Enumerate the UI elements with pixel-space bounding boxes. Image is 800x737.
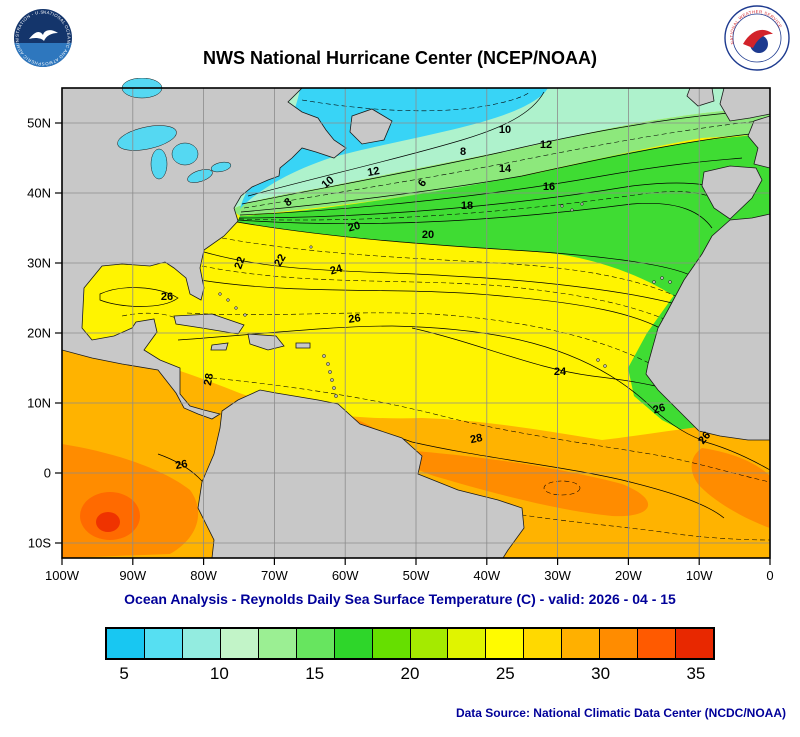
- contour-label: 14: [499, 163, 512, 175]
- africa-land: [645, 213, 771, 441]
- lon-tick-label: 40W: [473, 568, 500, 583]
- contour-label: 24: [329, 262, 345, 277]
- contour-label: 26: [652, 402, 667, 417]
- axis-tickmarks: [55, 122, 771, 565]
- noaa-logo: NATIONAL OCEANIC AND ATMOSPHERIC ADMINIS…: [11, 6, 75, 70]
- colorbar-tick-labels: 5 10 15 20 25 30 35: [0, 664, 800, 686]
- colorbar-tick-label: 15: [305, 664, 325, 683]
- lon-tick-label: 0: [766, 568, 773, 583]
- contour-label: 20: [422, 229, 434, 241]
- lat-tick-label: 0: [44, 466, 51, 481]
- contour-label: 26: [161, 291, 173, 303]
- colorbar-tick-label: 20: [400, 664, 420, 683]
- colorbar-tick-label: 30: [591, 664, 611, 683]
- small-islands: [218, 202, 672, 398]
- nws-bird-icon: [743, 29, 773, 48]
- contour-label: 24: [554, 366, 567, 378]
- south-america-land: [197, 389, 525, 559]
- colorbar-cell: [107, 629, 145, 658]
- colorbar-tick-label: 35: [686, 664, 706, 683]
- lon-tick-label: 100W: [45, 568, 80, 583]
- lon-tick-label: 70W: [261, 568, 288, 583]
- lon-tick-label: 50W: [403, 568, 430, 583]
- colorbar-cell: [372, 629, 411, 658]
- nws-logo: NATIONAL WEATHER SERVICE: [724, 5, 790, 71]
- colorbar-cell: [258, 629, 297, 658]
- jamaica-land: [210, 342, 229, 351]
- page-title: NWS National Hurricane Center (NCEP/NOAA…: [202, 48, 598, 68]
- contour-label: 6: [416, 177, 429, 189]
- colorbar-tick-label: 10: [209, 664, 229, 683]
- contour-label: 26: [348, 312, 362, 326]
- lat-tick-label: 20N: [27, 326, 51, 341]
- colorbar-tick-label: 25: [495, 664, 515, 683]
- colorbar-cell: [296, 629, 335, 658]
- contour-label: 28: [469, 432, 483, 446]
- colorbar-cell: [448, 629, 487, 658]
- map-caption: Ocean Analysis - Reynolds Daily Sea Surf…: [124, 591, 676, 607]
- contour-label: 8: [282, 196, 294, 209]
- colorbar-cell: [600, 629, 639, 658]
- colorbar-cell: [144, 629, 183, 658]
- lat-tick-label: 40N: [27, 186, 51, 201]
- isotherm-contours: [99, 91, 771, 541]
- lat-tick-label: 10N: [27, 396, 51, 411]
- axis-labels: 50N 40N 30N 20N 10N 0 10S 100W 90W 80W 7…: [27, 116, 773, 584]
- map-frame: [55, 87, 771, 565]
- colorbar-cell: [562, 629, 601, 658]
- puerto-rico-land: [295, 342, 311, 349]
- lon-tick-label: 10W: [686, 568, 713, 583]
- contour-label: 10: [499, 124, 511, 136]
- colorbar-cell: [334, 629, 373, 658]
- lat-tick-label: 10S: [28, 536, 51, 551]
- cuba-land: [173, 313, 245, 335]
- contour-label: 20: [347, 220, 362, 235]
- great-lakes: [117, 78, 232, 183]
- lon-tick-label: 20W: [615, 568, 642, 583]
- temperature-colorbar: [105, 627, 715, 660]
- noaa-seagull-icon: [29, 30, 58, 41]
- newfoundland-land: [349, 108, 393, 145]
- lat-tick-label: 30N: [27, 256, 51, 271]
- lon-tick-label: 90W: [119, 568, 146, 583]
- graticule: [62, 88, 770, 558]
- colorbar-cell: [410, 629, 449, 658]
- lon-tick-label: 30W: [544, 568, 571, 583]
- hispaniola-land: [247, 333, 285, 351]
- colorbar-cell: [486, 629, 525, 658]
- contour-label: 8: [460, 146, 466, 158]
- lat-tick-label: 50N: [27, 116, 51, 131]
- contour-label: 12: [366, 165, 380, 179]
- colorbar-cell: [676, 629, 713, 658]
- contour-label: 22: [272, 252, 289, 269]
- contour-label: 22: [232, 255, 247, 271]
- colorbar-tick-label: 5: [119, 664, 129, 683]
- colorbar-cell: [638, 629, 677, 658]
- contour-label: 12: [540, 139, 552, 151]
- lon-tick-label: 80W: [190, 568, 217, 583]
- colorbar-cell: [524, 629, 563, 658]
- contour-label: 16: [543, 181, 555, 193]
- colorbar-cell: [220, 629, 259, 658]
- contour-label: 28: [202, 372, 216, 386]
- data-source-text: Data Source: National Climatic Data Cent…: [455, 706, 786, 720]
- lon-tick-label: 60W: [332, 568, 359, 583]
- contour-label: 18: [461, 200, 473, 212]
- colorbar-cell: [182, 629, 221, 658]
- contour-label: 26: [174, 458, 188, 472]
